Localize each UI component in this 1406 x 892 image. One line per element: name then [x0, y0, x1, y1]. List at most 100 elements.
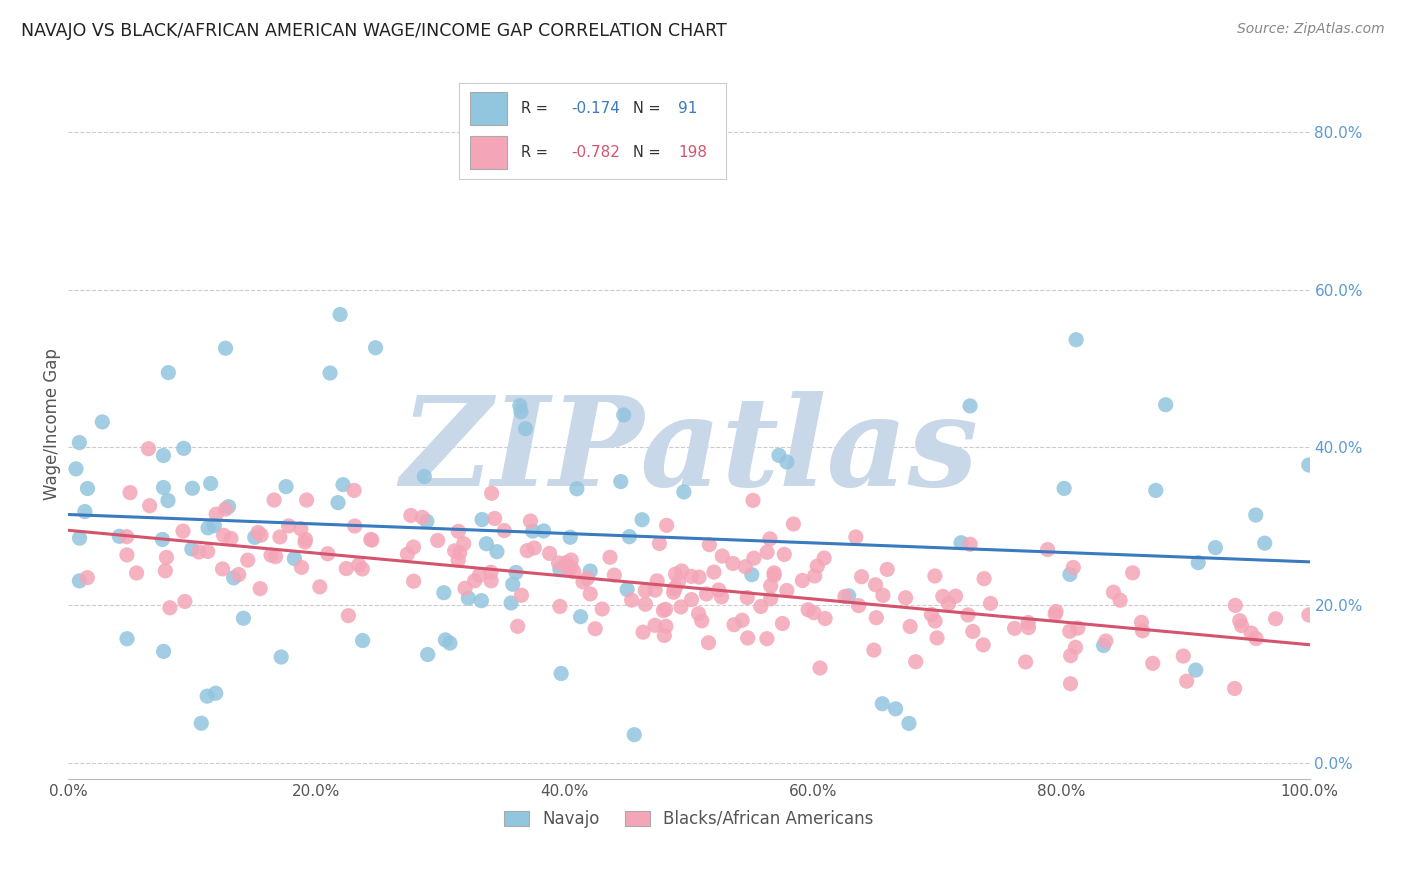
Blacks/African Americans	[664, 582, 686, 596]
Blacks/African Americans	[707, 582, 730, 597]
Blacks/African Americans	[138, 442, 160, 456]
Navajo	[457, 591, 479, 605]
Navajo	[1184, 663, 1206, 677]
Navajo	[69, 531, 91, 545]
Navajo	[364, 341, 387, 355]
Blacks/African Americans	[352, 562, 374, 576]
Navajo	[515, 422, 537, 436]
Blacks/African Americans	[1230, 618, 1253, 632]
Blacks/African Americans	[695, 587, 717, 601]
Blacks/African Americans	[652, 603, 675, 617]
Blacks/African Americans	[337, 608, 360, 623]
Navajo	[439, 636, 461, 650]
Blacks/African Americans	[411, 510, 433, 524]
Navajo	[218, 500, 240, 514]
Navajo	[1059, 567, 1081, 582]
Navajo	[173, 442, 195, 456]
Navajo	[1204, 541, 1226, 555]
Blacks/African Americans	[681, 569, 703, 583]
Navajo	[470, 593, 492, 607]
Blacks/African Americans	[343, 519, 366, 533]
Navajo	[195, 689, 218, 703]
Navajo	[1144, 483, 1167, 498]
Navajo	[565, 482, 588, 496]
Blacks/African Americans	[925, 631, 948, 645]
Navajo	[533, 524, 555, 538]
Blacks/African Americans	[1062, 560, 1084, 574]
Blacks/African Americans	[631, 625, 654, 640]
Navajo	[579, 564, 602, 578]
Blacks/African Americans	[591, 602, 613, 616]
Blacks/African Americans	[703, 565, 725, 579]
Blacks/African Americans	[759, 532, 782, 546]
Blacks/African Americans	[1043, 607, 1066, 622]
Blacks/African Americans	[236, 553, 259, 567]
Blacks/African Americans	[898, 619, 921, 633]
Blacks/African Americans	[792, 574, 814, 588]
Blacks/African Americans	[1004, 621, 1026, 635]
Blacks/African Americans	[263, 493, 285, 508]
Blacks/African Americans	[294, 535, 316, 549]
Blacks/African Americans	[851, 570, 873, 584]
Navajo	[522, 524, 544, 538]
Text: NAVAJO VS BLACK/AFRICAN AMERICAN WAGE/INCOME GAP CORRELATION CHART: NAVAJO VS BLACK/AFRICAN AMERICAN WAGE/IN…	[21, 22, 727, 40]
Blacks/African Americans	[734, 559, 756, 574]
Blacks/African Americans	[668, 574, 690, 589]
Blacks/African Americans	[1017, 621, 1039, 635]
Blacks/African Americans	[688, 570, 710, 584]
Blacks/African Americans	[360, 533, 382, 547]
Blacks/African Americans	[1036, 542, 1059, 557]
Blacks/African Americans	[447, 553, 470, 567]
Navajo	[352, 633, 374, 648]
Blacks/African Americans	[454, 582, 477, 596]
Navajo	[156, 493, 179, 508]
Navajo	[884, 702, 907, 716]
Blacks/African Americans	[214, 502, 236, 516]
Blacks/African Americans	[634, 597, 657, 611]
Blacks/African Americans	[834, 590, 856, 604]
Blacks/African Americans	[759, 579, 782, 593]
Navajo	[190, 716, 212, 731]
Blacks/African Americans	[664, 567, 686, 582]
Blacks/African Americans	[920, 607, 942, 622]
Blacks/African Americans	[250, 528, 273, 542]
Blacks/African Americans	[1064, 640, 1087, 655]
Blacks/African Americans	[654, 602, 676, 616]
Navajo	[623, 728, 645, 742]
Blacks/African Americans	[1240, 626, 1263, 640]
Blacks/African Americans	[138, 499, 160, 513]
Blacks/African Americans	[1229, 614, 1251, 628]
Blacks/African Americans	[749, 599, 772, 614]
Navajo	[91, 415, 114, 429]
Blacks/African Americans	[205, 507, 228, 521]
Blacks/African Americans	[721, 557, 744, 571]
Navajo	[776, 455, 799, 469]
Navajo	[1298, 458, 1320, 472]
Blacks/African Americans	[972, 638, 994, 652]
Navajo	[631, 513, 654, 527]
Navajo	[741, 567, 763, 582]
Navajo	[319, 366, 342, 380]
Blacks/African Americans	[735, 591, 758, 605]
Navajo	[502, 577, 524, 591]
Blacks/African Americans	[731, 613, 754, 627]
Blacks/African Americans	[894, 591, 917, 605]
Blacks/African Americans	[644, 583, 666, 598]
Blacks/African Americans	[737, 631, 759, 645]
Navajo	[897, 716, 920, 731]
Text: ZIPatlas: ZIPatlas	[399, 392, 977, 513]
Blacks/African Americans	[690, 614, 713, 628]
Blacks/African Americans	[76, 571, 98, 585]
Blacks/African Americans	[172, 524, 194, 538]
Navajo	[610, 475, 633, 489]
Navajo	[274, 480, 297, 494]
Blacks/African Americans	[557, 562, 579, 576]
Blacks/African Americans	[697, 636, 720, 650]
Blacks/African Americans	[876, 562, 898, 576]
Blacks/African Americans	[904, 655, 927, 669]
Blacks/African Americans	[711, 549, 734, 563]
Blacks/African Americans	[956, 607, 979, 622]
Blacks/African Americans	[603, 568, 626, 582]
Blacks/African Americans	[924, 614, 946, 628]
Navajo	[475, 537, 498, 551]
